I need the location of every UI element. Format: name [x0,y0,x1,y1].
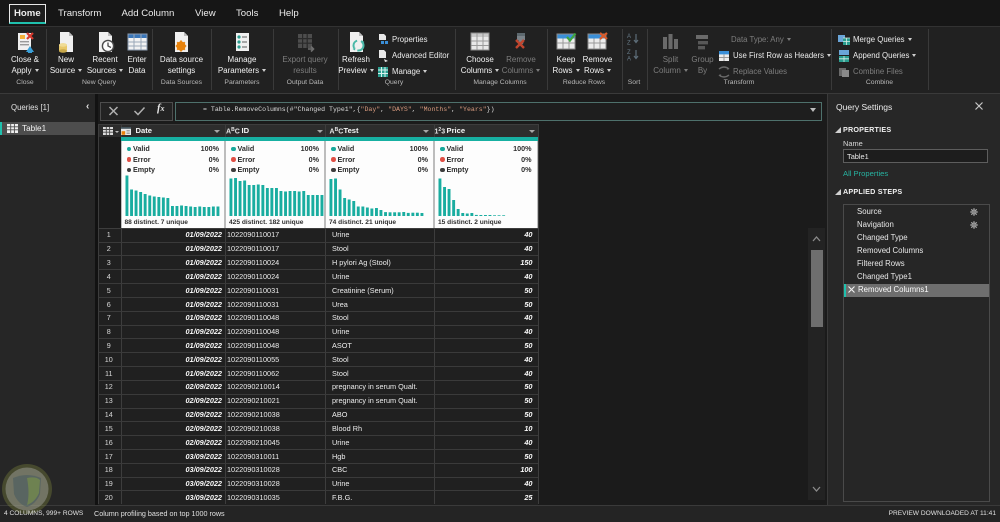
svg-text:A: A [627,34,631,40]
svg-text:Z: Z [627,50,631,56]
svg-text:Z: Z [627,41,631,46]
svg-text:A: A [627,57,631,62]
